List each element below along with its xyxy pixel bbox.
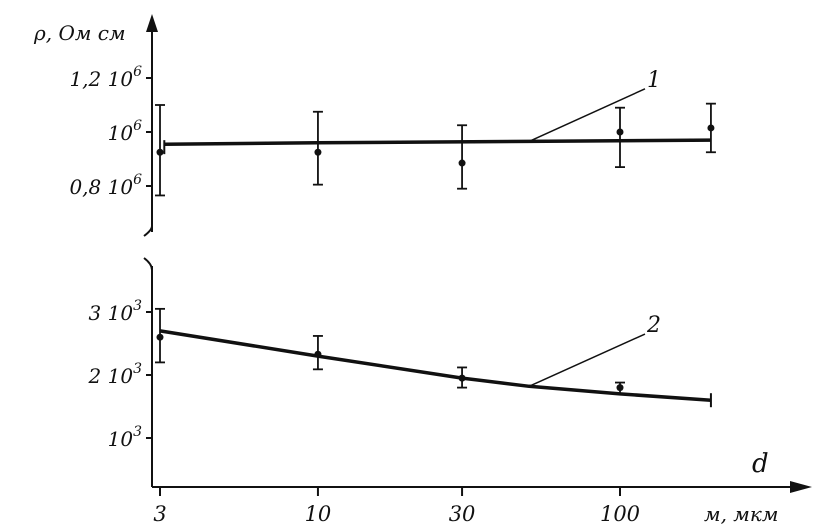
data-point [314,350,322,358]
data-point [458,374,466,382]
x-axis-unit-label: м, мкм [704,502,778,526]
data-point [616,384,624,392]
y-axis-arrow [146,14,158,32]
leader-line-2 [528,333,646,388]
fit-line-2 [159,329,712,402]
y-tick-label: 3 103 [89,298,143,325]
data-point [156,333,164,341]
y-tick-label: 1,2 106 [69,64,142,91]
curve-number-1: 1 [647,68,661,93]
x-tick-label: 10 [305,502,332,526]
axes: 3 10 30 100 [143,14,812,526]
upper-panel: 0,8 106 106 1,2 106 1 [69,64,716,199]
data-point [616,128,624,136]
x-axis-arrow [790,481,812,493]
curve-number-2: 2 [646,313,661,338]
y-tick-label: 103 [108,424,142,451]
data-point [707,124,715,132]
y-axis-break-top [143,225,153,237]
x-axis-symbol: d [752,449,769,479]
data-point [458,159,466,167]
y-tick-label: 106 [108,118,142,145]
x-tick-label: 30 [449,502,476,526]
data-point [314,148,322,156]
data-point [156,148,164,156]
y-axis-label: ρ, Ом см [33,21,126,45]
y-tick-label: 0,8 106 [69,172,142,199]
fit-line-1 [164,138,711,146]
y-tick-label: 2 103 [88,361,143,388]
lower-panel: 103 2 103 3 103 2 [88,298,712,451]
x-tick-label: 100 [600,502,640,526]
y-axis-break-bottom [143,257,153,271]
axis-labels: ρ, Ом см м, мкм d [33,21,778,526]
x-tick-label: 3 [153,502,166,526]
leader-line-1 [528,88,646,143]
